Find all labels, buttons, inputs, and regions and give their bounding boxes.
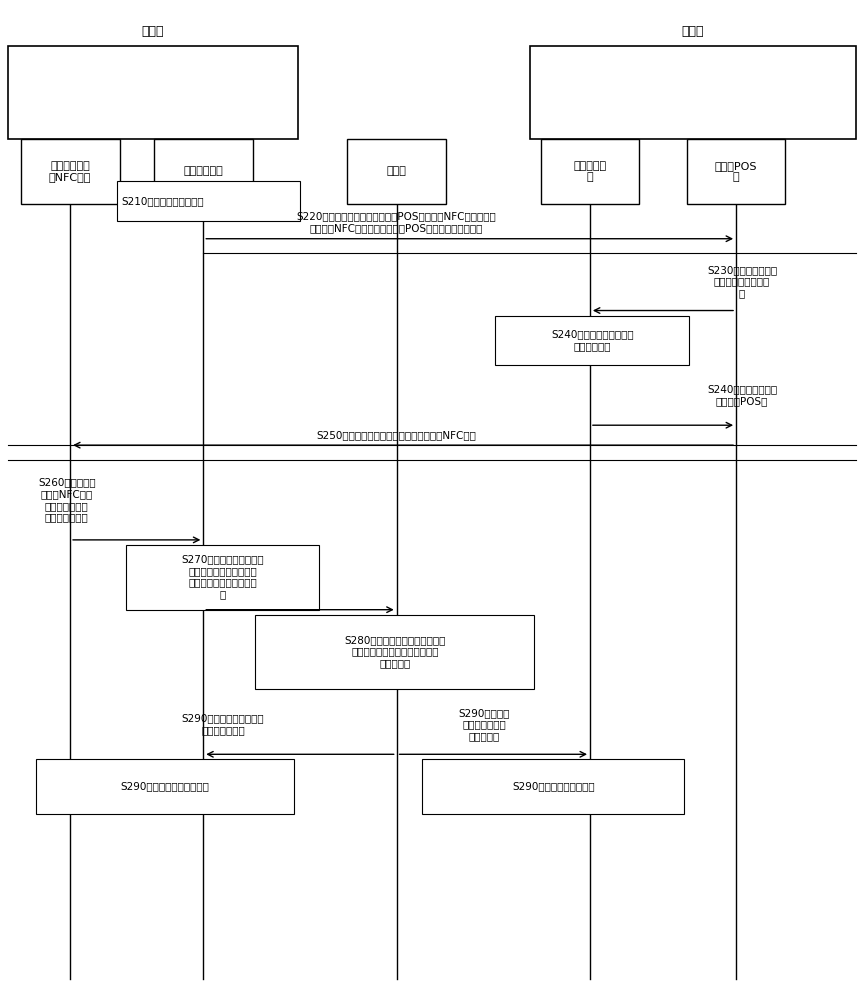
Text: S230，将无线支付请
求发送给收款方客户
端: S230，将无线支付请 求发送给收款方客户 端 (706, 265, 777, 298)
Bar (9, 46, 297, 139)
Text: 收款方: 收款方 (681, 25, 703, 38)
Text: S290，显示该支付成功消息: S290，显示该支付成功消息 (120, 781, 209, 791)
Bar (347, 139, 445, 204)
Text: S220，建立支付方终端与收款方POS机之间的NFC通信连接，
并通过该NFC通信连接向收款方POS机发送无线支付请求: S220，建立支付方终端与收款方POS机之间的NFC通信连接， 并通过该NFC通… (296, 211, 496, 233)
Text: S280，根据支付指令将支付金额
从支付账户转到收款账户中，完
成支付操作: S280，根据支付指令将支付金额 从支付账户转到收款账户中，完 成支付操作 (344, 635, 445, 668)
Bar (422, 759, 684, 814)
Bar (126, 545, 319, 610)
Bar (540, 139, 639, 204)
Text: S290，显示收款成功消息: S290，显示收款成功消息 (512, 781, 594, 791)
Text: 支付方: 支付方 (141, 25, 164, 38)
Bar (117, 181, 300, 221)
Bar (495, 316, 688, 365)
Bar (686, 139, 784, 204)
Text: 支付方客户端: 支付方客户端 (183, 166, 223, 176)
Text: S240，根据无线支付请求
生成收款信息: S240，根据无线支付请求 生成收款信息 (550, 330, 633, 351)
Text: 收款方客户
端: 收款方客户 端 (573, 161, 606, 182)
Text: S250，将收款信息发送给支付方终端内的NFC模块: S250，将收款信息发送给支付方终端内的NFC模块 (316, 430, 476, 440)
Text: 服务器: 服务器 (387, 166, 406, 176)
Bar (255, 615, 534, 689)
Text: 支付方终端内
的NFC模块: 支付方终端内 的NFC模块 (49, 161, 91, 182)
Text: S270，支付方终端根据支
付信息和收款信息生成无
线支付指令并发送给服务
器: S270，支付方终端根据支 付信息和收款信息生成无 线支付指令并发送给服务 器 (182, 554, 264, 599)
Text: 收款方POS
机: 收款方POS 机 (714, 161, 757, 182)
Bar (530, 46, 855, 139)
Text: S290，向支付方客户端发
送支付成功消息: S290，向支付方客户端发 送支付成功消息 (182, 714, 264, 735)
Bar (35, 759, 294, 814)
Text: S260，支付方终
端内的NFC模块
将收款信息发送
给支付方客户端: S260，支付方终 端内的NFC模块 将收款信息发送 给支付方客户端 (38, 478, 96, 522)
Text: S290，向收款
方客户端发送收
款成功消息: S290，向收款 方客户端发送收 款成功消息 (458, 708, 510, 741)
Text: S240，将无线支付请
求发送给POS机: S240，将无线支付请 求发送给POS机 (706, 384, 777, 406)
Bar (21, 139, 120, 204)
Text: S210，获取无线支付请求: S210，获取无线支付请求 (121, 196, 204, 206)
Bar (154, 139, 252, 204)
